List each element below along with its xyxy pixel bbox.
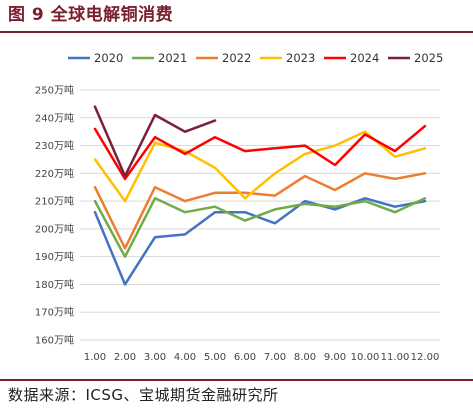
x-tick-label: 2.00 — [114, 352, 136, 363]
x-tick-label: 5.00 — [204, 352, 226, 363]
x-tick-label: 9.00 — [324, 352, 346, 363]
series-line-2025 — [93, 105, 217, 178]
figure-title: 图 9 全球电解铜消费 — [8, 5, 174, 25]
x-axis-ticks: 1.00 2.00 3.00 4.00 5.00 6.00 7.00 8.00 9.00 10.0… — [84, 352, 439, 363]
y-tick-label: 240万吨 — [35, 111, 74, 124]
x-tick-label: 7.00 — [264, 352, 286, 363]
x-tick-label: 8.00 — [294, 352, 316, 363]
legend: 2020 2021 2022 2023 2024 2025 — [68, 51, 443, 65]
y-tick-label: 250万吨 — [35, 84, 74, 97]
series-lines — [93, 105, 427, 286]
legend-label-2025: 2025 — [414, 51, 443, 65]
series-line-2021 — [93, 197, 427, 258]
legend-label-2023: 2023 — [286, 51, 315, 65]
x-tick-label: 11.00 — [381, 352, 410, 363]
source-note: 数据来源：ICSG、宝城期货金融研究所 — [8, 386, 279, 404]
title-rule — [0, 31, 473, 33]
y-tick-label: 190万吨 — [35, 250, 74, 263]
y-tick-label: 160万吨 — [35, 334, 74, 347]
chart: 160万吨 170万吨 180万吨 190万吨 200万吨 210万吨 220万吨 230万吨… — [35, 51, 443, 363]
y-tick-label: 180万吨 — [35, 278, 74, 291]
y-axis-ticks: 160万吨 170万吨 180万吨 190万吨 200万吨 210万吨 220万吨 230万吨… — [35, 84, 74, 347]
y-tick-label: 220万吨 — [35, 167, 74, 180]
legend-label-2024: 2024 — [350, 51, 379, 65]
x-tick-label: 6.00 — [234, 352, 256, 363]
legend-label-2021: 2021 — [158, 51, 187, 65]
legend-label-2022: 2022 — [222, 51, 251, 65]
y-tick-label: 210万吨 — [35, 195, 74, 208]
x-tick-label: 10.00 — [351, 352, 380, 363]
series-line-2024 — [93, 124, 427, 181]
x-tick-label: 3.00 — [144, 352, 166, 363]
x-tick-label: 12.00 — [411, 352, 440, 363]
y-tick-label: 230万吨 — [35, 139, 74, 152]
series-line-2023 — [93, 130, 427, 203]
legend-label-2020: 2020 — [94, 51, 123, 65]
series-line-2020 — [93, 197, 427, 286]
x-tick-label: 4.00 — [174, 352, 196, 363]
y-tick-label: 170万吨 — [35, 306, 74, 319]
y-tick-label: 200万吨 — [35, 222, 74, 235]
x-tick-label: 1.00 — [84, 352, 106, 363]
series-line-2022 — [93, 172, 427, 250]
source-rule — [0, 379, 473, 381]
